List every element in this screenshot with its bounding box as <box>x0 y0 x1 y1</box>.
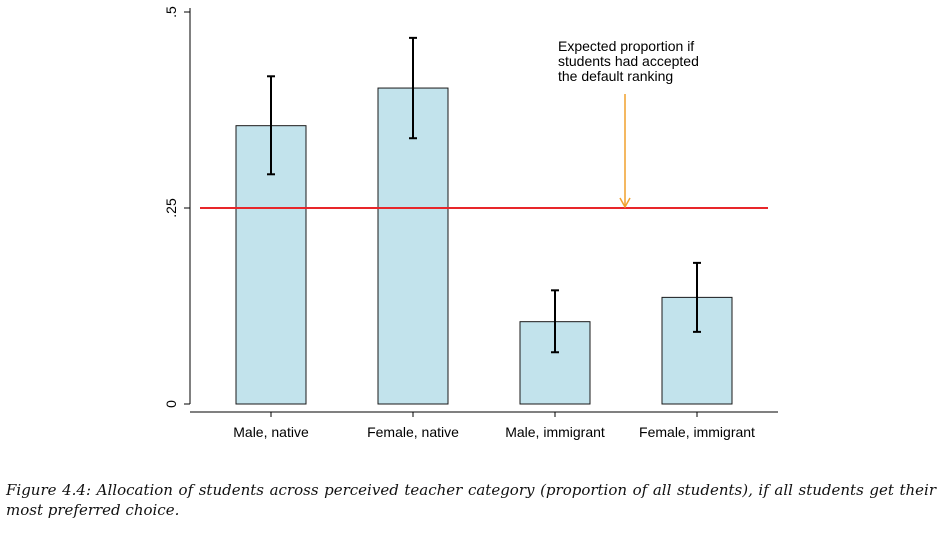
y-tick-label-0: 0 <box>163 400 179 408</box>
axis-layer: Male, native Female, native Male, immigran… <box>163 6 778 440</box>
x-tick-label-2: Male, immigrant <box>505 424 605 440</box>
x-tick-label-0: Male, native <box>233 424 309 440</box>
annotation-line-3: the default ranking <box>558 68 673 84</box>
bar-chart: Male, native Female, native Male, immigran… <box>163 6 778 440</box>
annotation-line-1: Expected proportion if <box>558 38 694 54</box>
figure-caption: Figure 4.4: Allocation of students acros… <box>6 480 936 520</box>
bars-layer <box>235 36 733 405</box>
x-tick-label-3: Female, immigrant <box>639 424 755 440</box>
caption-text: Allocation of students across perceived … <box>6 481 936 519</box>
x-tick-label-1: Female, native <box>367 424 459 440</box>
y-tick-label-1: .25 <box>163 198 179 218</box>
annotation-line-2: students had accepted <box>558 53 699 69</box>
y-tick-label-2: .5 <box>163 6 179 18</box>
caption-label: Figure 4.4: <box>6 481 92 499</box>
annotation-arrow-head <box>619 197 631 209</box>
annotation-layer: Expected proportion if students had acce… <box>200 38 768 209</box>
